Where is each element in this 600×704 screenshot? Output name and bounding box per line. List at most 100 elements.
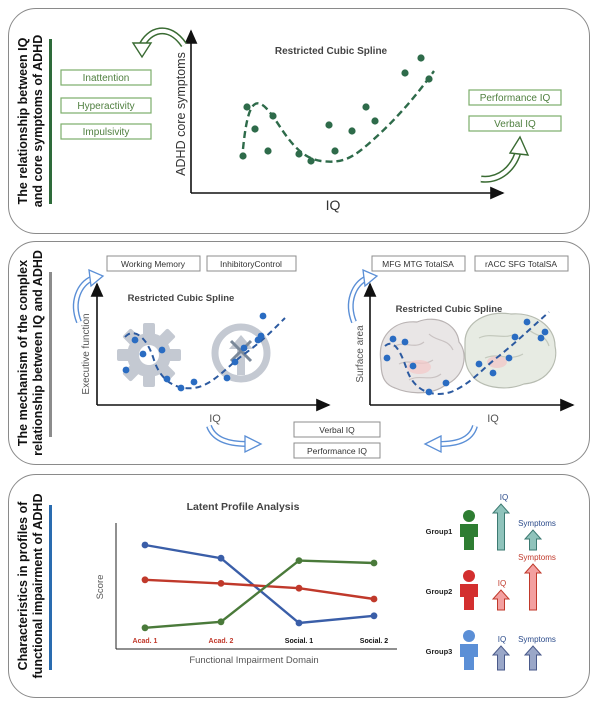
- scatter-point: [505, 354, 513, 362]
- scatter-point: [425, 75, 433, 83]
- scatter-point: [269, 112, 277, 120]
- scatter-point: [541, 328, 549, 336]
- scatter-point: [475, 360, 483, 368]
- left-y-label: Executive function: [81, 313, 92, 394]
- lpa-x-label: Functional Impairment Domain: [189, 655, 318, 666]
- performance-iq-label-2: Performance IQ: [307, 446, 367, 456]
- series-point: [217, 554, 225, 562]
- series-point: [370, 559, 378, 567]
- performance-iq-box: [468, 89, 562, 106]
- verbal-iq-label-2: Verbal IQ: [319, 425, 355, 435]
- left-x-label: IQ: [209, 413, 221, 425]
- working-memory-box: [106, 255, 201, 272]
- category-label: Acad. 1: [133, 638, 158, 645]
- scatter-point: [417, 54, 425, 62]
- scatter-point: [523, 318, 531, 326]
- impulsivity-box: [60, 123, 152, 140]
- panel1-accent-bar: [49, 39, 52, 204]
- scatter-point: [264, 147, 272, 155]
- scatter-point: [251, 125, 259, 133]
- curved-arrow-icon: [131, 42, 153, 59]
- panel-mechanism: The mechanism of the complex relationship…: [8, 241, 590, 465]
- gear-icon: [117, 323, 181, 387]
- panel1-diagram: ADHD core symptoms IQ Restricted Cubic S…: [60, 27, 562, 213]
- panel1-scatter-points: [239, 54, 433, 165]
- series-line-1: [144, 543, 375, 625]
- panel-iq-core-symptoms: The relationship between IQ and core symp…: [8, 8, 590, 234]
- scatter-point: [362, 103, 370, 111]
- panel-impairment-profiles: Characteristics in profiles of functional…: [8, 474, 590, 698]
- right-spline-curve: [384, 311, 550, 395]
- scatter-point: [231, 358, 239, 366]
- scatter-point: [223, 374, 231, 382]
- curved-arrow-icon: [508, 135, 530, 156]
- series-point: [370, 612, 378, 620]
- hyperactivity-box: [60, 97, 152, 114]
- right-scatter-points: [383, 318, 549, 396]
- panel1-x-label: IQ: [326, 197, 341, 213]
- panel1-y-label: ADHD core symptoms: [174, 52, 188, 176]
- series-line-2: [144, 578, 375, 601]
- scatter-point: [122, 366, 130, 374]
- scatter-point: [158, 346, 166, 354]
- scatter-point: [307, 157, 315, 165]
- scatter-point: [401, 338, 409, 346]
- category-label: Social. 1: [285, 638, 314, 645]
- series-point: [295, 584, 303, 592]
- scatter-point: [537, 334, 545, 342]
- scatter-point: [409, 362, 417, 370]
- scatter-point: [442, 379, 450, 387]
- series-point: [295, 619, 303, 627]
- verbal-iq-box: [468, 115, 562, 132]
- scatter-point: [131, 336, 139, 344]
- performance-iq-label: Performance IQ: [480, 93, 551, 104]
- scatter-point: [239, 152, 247, 160]
- scatter-point: [295, 150, 303, 158]
- scatter-point: [190, 378, 198, 386]
- inattention-label: Inattention: [83, 73, 130, 84]
- scatter-point: [389, 335, 397, 343]
- category-label: Social. 2: [360, 638, 389, 645]
- performance-iq-box-2: [293, 442, 381, 459]
- panel1-spline-curve: [241, 70, 435, 163]
- blue-curved-arrow-icon: [88, 268, 105, 288]
- series-point: [295, 557, 303, 564]
- verbal-iq-label: Verbal IQ: [494, 119, 536, 130]
- brain-medial-icon: [464, 312, 557, 389]
- panel2-diagram: Working Memory InhibitoryControl MFG MTG…: [72, 255, 575, 459]
- left-chart-title: Restricted Cubic Spline: [128, 293, 235, 304]
- scatter-point: [163, 375, 171, 383]
- scatter-point: [257, 332, 265, 340]
- blue-curved-arrow-icon: [244, 434, 263, 454]
- scatter-point: [348, 127, 356, 135]
- series-line-3: [144, 559, 375, 629]
- series-point: [141, 576, 149, 584]
- scatter-point: [511, 333, 519, 341]
- panel3-accent-bar: [49, 505, 52, 670]
- scatter-point: [331, 147, 339, 155]
- series-point: [217, 618, 225, 626]
- blue-curved-arrow-icon: [362, 268, 379, 288]
- lpa-y-label: Score: [95, 575, 106, 600]
- series-point: [141, 624, 149, 632]
- scatter-point: [243, 103, 251, 111]
- scatter-point: [240, 344, 248, 352]
- impulsivity-label: Impulsivity: [83, 127, 130, 138]
- right-x-label: IQ: [487, 413, 499, 425]
- verbal-iq-box-2: [293, 421, 381, 438]
- mfg-mtg-label: MFG MTG TotalSA: [382, 259, 454, 269]
- series-point: [370, 595, 378, 603]
- panel2-accent-bar: [49, 272, 52, 437]
- scatter-point: [259, 312, 267, 320]
- scatter-point: [489, 369, 497, 377]
- scatter-point: [401, 69, 409, 77]
- inhibitory-control-box: [206, 255, 297, 272]
- latent-profile-chart: Latent Profile Analysis Score Functional…: [95, 501, 397, 666]
- brain-lateral-icon: [379, 318, 465, 394]
- inhibition-icon: [211, 323, 271, 383]
- mfg-mtg-box: [371, 255, 466, 272]
- inattention-box: [60, 69, 152, 86]
- series-point: [217, 580, 225, 587]
- panel1-chart-title: Restricted Cubic Spline: [275, 46, 388, 57]
- racc-sfg-box: [474, 255, 569, 272]
